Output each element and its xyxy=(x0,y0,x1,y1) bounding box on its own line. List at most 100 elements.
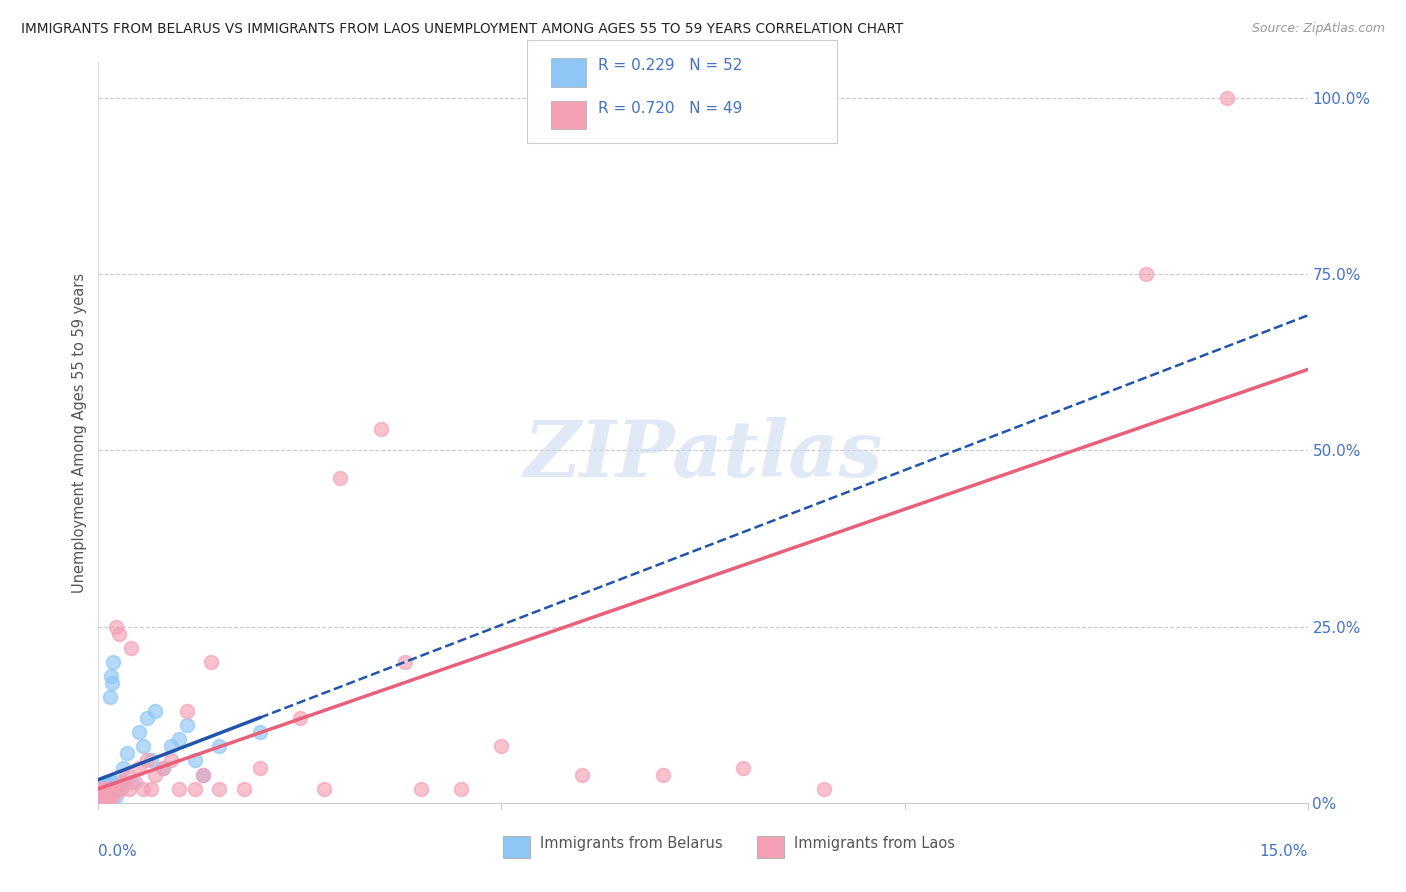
Point xyxy=(94,789,117,803)
Point xyxy=(208,781,231,796)
Point xyxy=(115,747,138,761)
Text: 0.0%: 0.0% xyxy=(98,844,138,858)
Point xyxy=(96,781,118,796)
Text: R = 0.720   N = 49: R = 0.720 N = 49 xyxy=(598,101,742,116)
Point xyxy=(139,754,162,768)
Point xyxy=(100,781,122,796)
Point xyxy=(184,781,207,796)
Point xyxy=(111,760,134,774)
FancyBboxPatch shape xyxy=(758,836,785,858)
Point xyxy=(111,774,134,789)
Point xyxy=(132,739,155,754)
Text: IMMIGRANTS FROM BELARUS VS IMMIGRANTS FROM LAOS UNEMPLOYMENT AMONG AGES 55 TO 59: IMMIGRANTS FROM BELARUS VS IMMIGRANTS FR… xyxy=(21,22,903,37)
Point xyxy=(97,774,120,789)
Point xyxy=(135,754,157,768)
Point xyxy=(91,781,114,796)
Point xyxy=(651,767,673,781)
Point xyxy=(94,789,117,803)
Point xyxy=(184,754,207,768)
Point xyxy=(107,781,129,796)
Point xyxy=(571,767,593,781)
Point xyxy=(96,789,118,803)
Point xyxy=(120,640,142,655)
Point xyxy=(152,760,174,774)
Point xyxy=(118,781,141,796)
Point xyxy=(97,781,120,796)
Point xyxy=(90,789,112,803)
Point xyxy=(115,767,138,781)
Point xyxy=(100,774,122,789)
Point xyxy=(176,718,198,732)
Point xyxy=(96,774,118,789)
Text: Source: ZipAtlas.com: Source: ZipAtlas.com xyxy=(1251,22,1385,36)
Text: Immigrants from Laos: Immigrants from Laos xyxy=(793,836,955,851)
Point xyxy=(491,739,513,754)
Point xyxy=(93,781,115,796)
Point xyxy=(733,760,755,774)
Point xyxy=(249,725,271,739)
Point xyxy=(193,767,215,781)
Point xyxy=(160,739,183,754)
Point xyxy=(208,739,231,754)
Point xyxy=(329,471,352,485)
Point xyxy=(93,781,115,796)
Point xyxy=(167,732,190,747)
Point xyxy=(143,767,166,781)
Point xyxy=(167,781,190,796)
Point xyxy=(110,781,132,796)
Point xyxy=(120,774,142,789)
Point xyxy=(105,619,128,633)
Point xyxy=(103,781,125,796)
Point xyxy=(91,789,114,803)
FancyBboxPatch shape xyxy=(503,836,530,858)
Point xyxy=(107,626,129,640)
Point xyxy=(96,781,118,796)
Point xyxy=(94,789,117,803)
Point xyxy=(103,781,125,796)
Point xyxy=(135,711,157,725)
Point xyxy=(409,781,432,796)
Point xyxy=(91,789,114,803)
Point xyxy=(813,781,835,796)
Point xyxy=(128,760,150,774)
Point xyxy=(101,676,124,690)
Point xyxy=(104,781,127,796)
Point xyxy=(93,789,115,803)
Point xyxy=(91,781,114,796)
Point xyxy=(160,754,183,768)
Point xyxy=(93,789,115,803)
Point xyxy=(90,789,112,803)
Point xyxy=(193,767,215,781)
Point xyxy=(1216,91,1239,105)
Point xyxy=(97,781,120,796)
Point xyxy=(105,774,128,789)
Text: Immigrants from Belarus: Immigrants from Belarus xyxy=(540,836,723,851)
Point xyxy=(288,711,311,725)
Point xyxy=(450,781,472,796)
Point xyxy=(101,789,124,803)
Y-axis label: Unemployment Among Ages 55 to 59 years: Unemployment Among Ages 55 to 59 years xyxy=(72,273,87,592)
Point xyxy=(128,725,150,739)
Point xyxy=(143,704,166,718)
Point xyxy=(94,781,117,796)
Point xyxy=(105,789,128,803)
Point xyxy=(100,789,122,803)
Point xyxy=(94,781,117,796)
Point xyxy=(249,760,271,774)
Point xyxy=(139,781,162,796)
Point xyxy=(96,781,118,796)
Point xyxy=(107,781,129,796)
Point xyxy=(176,704,198,718)
Point xyxy=(91,789,114,803)
Point xyxy=(232,781,254,796)
Point xyxy=(97,781,120,796)
Point xyxy=(314,781,336,796)
Point xyxy=(100,781,122,796)
Point xyxy=(101,655,124,669)
Point xyxy=(200,655,222,669)
Point xyxy=(1135,267,1157,281)
Point xyxy=(98,690,121,704)
Text: R = 0.229   N = 52: R = 0.229 N = 52 xyxy=(598,58,742,73)
Point xyxy=(91,789,114,803)
Point xyxy=(90,781,112,796)
